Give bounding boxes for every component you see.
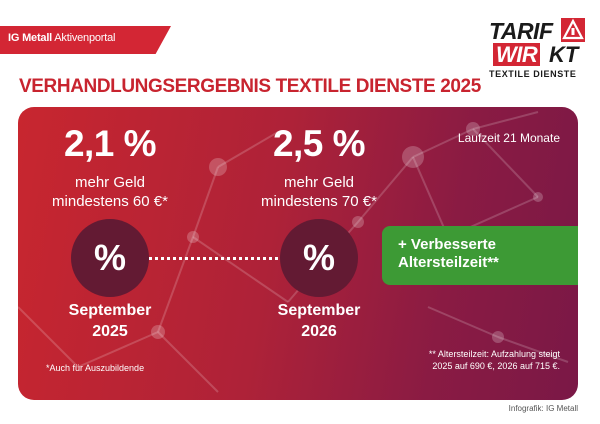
result-panel: Laufzeit 21 Monate 2,1 % mehr Geld minde… — [18, 107, 578, 400]
footnote-atz-line1: ** Altersteilzeit: Aufzahlung steigt — [428, 349, 560, 359]
image-credit: Infografik: IG Metall — [508, 404, 578, 413]
step2-line2: mindestens 70 €* — [261, 193, 377, 210]
page-title: VERHANDLUNGSERGEBNIS TEXTILE DIENSTE 202… — [19, 76, 481, 97]
step1-percent: 2,1 % — [63, 123, 157, 164]
step1-line1: mehr Geld — [74, 174, 146, 191]
footnote-altersteilzeit: ** Altersteilzeit: Aufzahlung steigt 202… — [390, 348, 560, 372]
logo-word-tarif: TARIF — [489, 18, 553, 44]
portal-header-label[interactable]: IG Metall Aktivenportal — [8, 32, 115, 44]
percent-symbol-icon: % — [93, 237, 126, 278]
step2-percent: 2,5 % — [272, 123, 366, 164]
step1-description: mehr Geld mindestens 60 €* — [18, 173, 210, 211]
step1-percent-circle: % — [71, 219, 149, 297]
percent-symbol-icon: % — [302, 237, 335, 278]
timeline-dotted-connector — [149, 257, 290, 260]
step2-date: September 2026 — [254, 300, 384, 342]
step1-month: September — [68, 302, 152, 319]
runtime-label: Laufzeit 21 Monate — [457, 131, 560, 145]
step2-percent-circle: % — [280, 219, 358, 297]
step2-month: September — [277, 302, 361, 319]
step1-line2: mindestens 60 €* — [52, 193, 168, 210]
step1-date: September 2025 — [45, 300, 175, 342]
network-background-graphic — [18, 111, 569, 393]
logo-word-wir: WIR — [493, 43, 541, 66]
step1-year: 2025 — [92, 323, 128, 340]
logo-word-kt: KT — [549, 42, 579, 67]
altersteilzeit-highlight: + Verbesserte Altersteilzeit** — [382, 226, 578, 285]
step2-description: mehr Geld mindestens 70 €* — [219, 173, 419, 211]
footnote-trainees: *Auch für Auszubildende — [46, 363, 145, 373]
brand-name: IG Metall — [8, 32, 53, 44]
ig-metall-badge-icon — [561, 18, 585, 42]
portal-header-band: IG Metall Aktivenportal — [0, 26, 171, 54]
logo-subtitle: TEXTILE DIENSTE — [489, 69, 577, 79]
step2-line1: mehr Geld — [283, 174, 355, 191]
footnote-atz-line2: 2025 auf 690 €, 2026 auf 715 €. — [432, 361, 560, 371]
portal-name: Aktivenportal — [54, 32, 116, 44]
altersteilzeit-line2: Altersteilzeit** — [398, 254, 499, 271]
altersteilzeit-line1: + Verbesserte — [398, 236, 496, 253]
step2-year: 2026 — [301, 323, 337, 340]
tarif-wirkt-logo: TARIF WIR KT TEXTILE DIENSTE — [487, 18, 587, 82]
